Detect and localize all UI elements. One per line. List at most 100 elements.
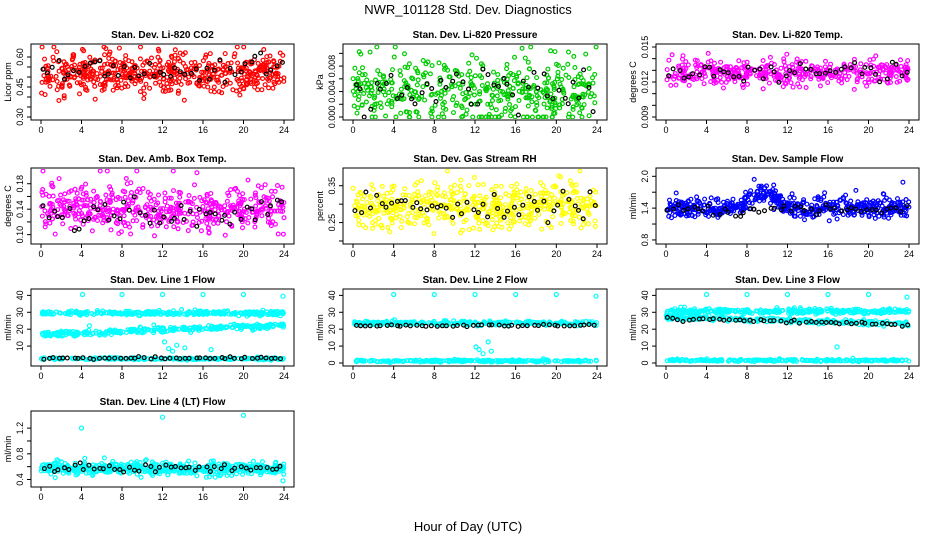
data-point [553, 184, 559, 190]
data-point [398, 225, 404, 231]
data-point [719, 79, 725, 85]
data-point [228, 311, 234, 317]
data-point [187, 208, 193, 214]
data-point [383, 359, 389, 365]
data-point [466, 227, 472, 233]
data-point [163, 224, 169, 230]
data-point [184, 67, 190, 73]
data-point [457, 358, 463, 364]
data-point [429, 85, 435, 91]
data-point [66, 189, 72, 195]
data-point [575, 100, 581, 106]
data-point [880, 191, 886, 197]
data-point [795, 81, 801, 87]
data-point [375, 359, 381, 365]
data-point [383, 80, 389, 86]
data-point [694, 58, 700, 64]
data-point [397, 323, 403, 329]
data-point [39, 356, 45, 362]
data-point [114, 85, 120, 91]
x-tick-label: 12 [782, 249, 792, 259]
data-point [795, 208, 801, 214]
data-point [862, 200, 868, 206]
data-point [177, 356, 183, 362]
data-point [137, 313, 143, 319]
data-point [893, 61, 899, 67]
data-point [666, 57, 672, 63]
data-point [232, 209, 238, 215]
data-point [237, 81, 243, 87]
data-point [573, 96, 579, 102]
data-point [175, 90, 181, 96]
data-point [470, 225, 476, 231]
data-point [377, 323, 383, 329]
data-point [772, 188, 778, 194]
data-point [368, 205, 374, 211]
data-point [401, 358, 407, 364]
data-point [360, 196, 366, 202]
data-point [447, 74, 453, 80]
data-point [459, 72, 465, 78]
data-point [744, 72, 750, 78]
data-point [40, 192, 46, 198]
data-point [848, 205, 854, 211]
data-point [783, 81, 789, 87]
data-point [81, 197, 87, 203]
data-point [515, 112, 521, 118]
data-point [539, 357, 545, 363]
data-point [546, 359, 552, 365]
data-point [569, 200, 575, 206]
data-point [145, 206, 151, 212]
data-point [520, 80, 526, 86]
data-point [280, 311, 286, 317]
data-point [459, 211, 465, 217]
x-tick-label: 8 [119, 249, 124, 259]
data-point [437, 81, 443, 87]
data-point [252, 84, 258, 90]
data-point [672, 213, 678, 219]
data-point [160, 84, 166, 90]
data-point [494, 203, 500, 209]
data-point [106, 51, 112, 57]
data-point [529, 194, 535, 200]
data-point [457, 183, 463, 189]
data-point [188, 70, 194, 76]
x-tick-label: 0 [350, 125, 355, 135]
data-point [510, 85, 516, 91]
data-point [152, 354, 158, 360]
data-point [181, 97, 187, 103]
data-point [252, 53, 258, 59]
data-point [868, 208, 874, 214]
data-point [188, 65, 194, 71]
data-point [592, 100, 598, 106]
data-point [570, 218, 576, 224]
data-point [132, 208, 138, 214]
data-point [577, 110, 583, 116]
data-point [271, 79, 277, 85]
data-point [560, 193, 566, 199]
data-point [209, 198, 215, 204]
data-point [679, 62, 685, 68]
data-point [418, 199, 424, 205]
data-point [398, 86, 404, 92]
data-point [391, 54, 397, 60]
data-point [872, 71, 878, 77]
outlier-point [79, 291, 86, 298]
data-point [381, 210, 387, 216]
data-point [362, 323, 368, 329]
data-point [693, 62, 699, 68]
data-point [239, 325, 245, 331]
data-point [360, 65, 366, 71]
data-point [740, 210, 746, 216]
data-point [389, 86, 395, 92]
panel-title: Stan. Dev. Li-820 Temp. [732, 30, 843, 41]
data-point [141, 95, 147, 101]
data-point [91, 312, 97, 318]
data-point [74, 80, 80, 86]
data-point [56, 331, 62, 337]
data-point [77, 61, 83, 67]
y-tick-label: 10 [15, 341, 25, 351]
data-point [374, 80, 380, 86]
data-point [61, 76, 67, 82]
